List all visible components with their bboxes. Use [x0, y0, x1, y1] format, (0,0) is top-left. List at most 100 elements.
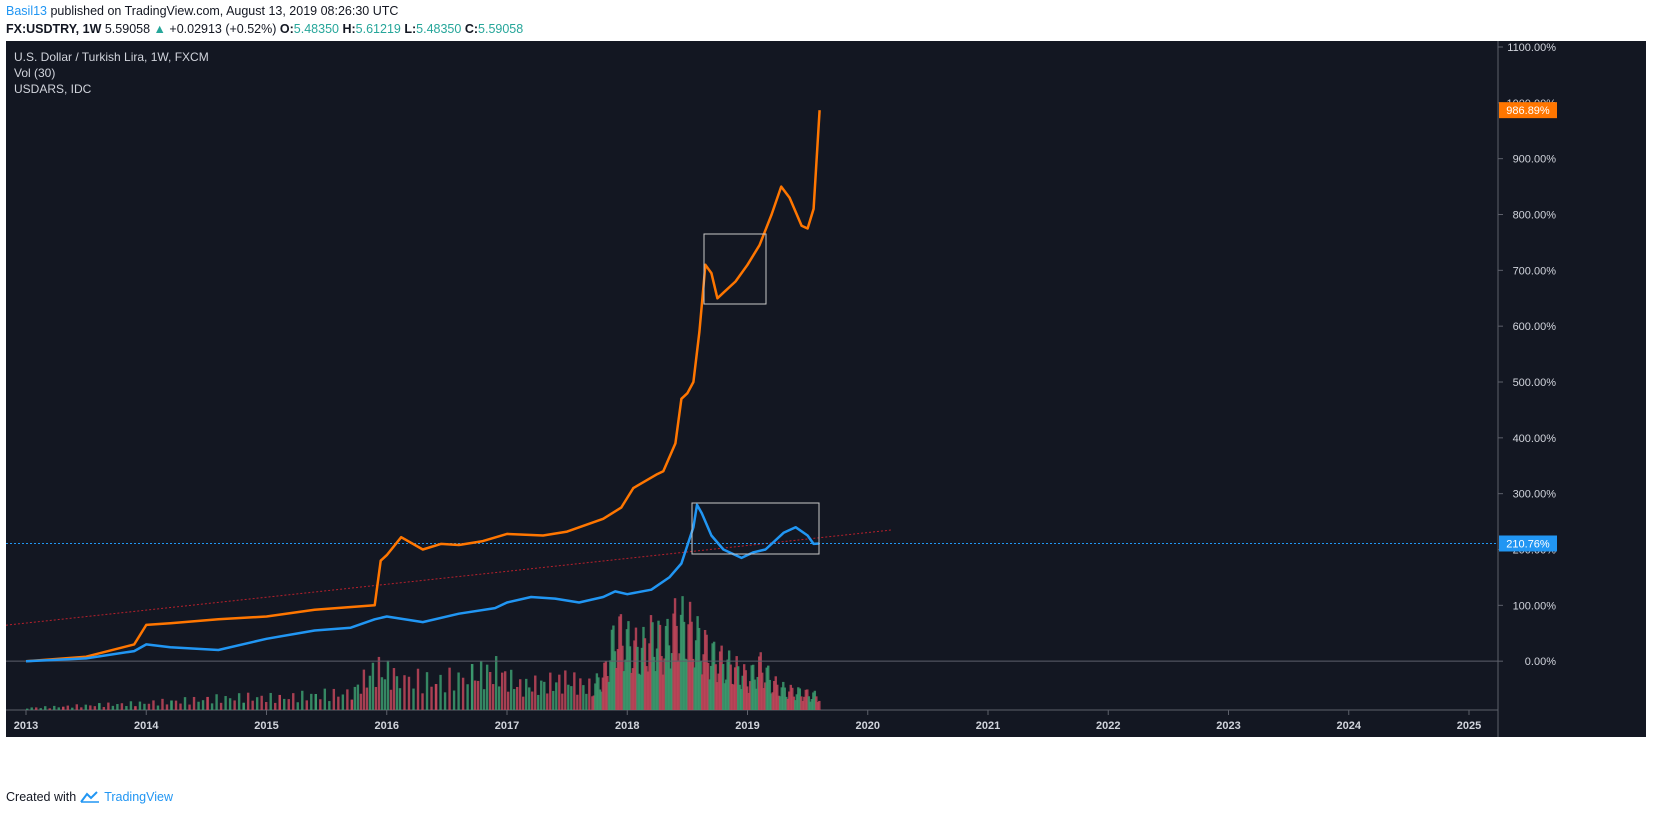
volume-bar — [752, 664, 755, 710]
price-axis-label: 500.00% — [1513, 377, 1557, 389]
volume-bar — [269, 692, 272, 710]
time-axis-label: 2022 — [1096, 720, 1120, 732]
volume-bar — [803, 696, 806, 710]
time-axis-label: 2025 — [1457, 720, 1481, 732]
volume-bar — [488, 671, 492, 710]
chart-svg[interactable]: 1100.00%1000.00%900.00%800.00%700.00%600… — [6, 41, 1646, 778]
volume-bar — [645, 666, 648, 710]
volume-bar — [537, 694, 540, 710]
volume-bar — [197, 701, 200, 710]
volume-bar — [595, 673, 599, 710]
volume-bar — [519, 679, 522, 710]
volume-bar — [592, 695, 596, 710]
volume-bar — [274, 702, 277, 710]
volume-bar — [392, 668, 396, 710]
volume-bar — [337, 696, 340, 710]
volume-bar — [672, 613, 675, 710]
volume-bar — [809, 701, 812, 710]
volume-bar — [264, 702, 268, 710]
volume-bar — [80, 707, 83, 710]
series-layer — [25, 110, 821, 663]
volume-bar — [301, 690, 304, 710]
volume-bar — [102, 707, 106, 710]
volume-bar — [84, 704, 88, 710]
volume-bar — [594, 683, 597, 710]
volume-bar — [597, 677, 600, 710]
highlight-box-usdars[interactable] — [703, 233, 767, 305]
volume-bar — [606, 676, 609, 710]
volume-bar — [107, 702, 110, 710]
chart-area[interactable]: 1100.00%1000.00%900.00%800.00%700.00%600… — [6, 41, 1646, 778]
volume-bar — [742, 664, 746, 710]
volume-bar — [35, 707, 38, 710]
volume-bar — [93, 706, 97, 710]
volume-bar — [715, 682, 719, 710]
volume-bar — [756, 676, 759, 710]
volume-bar — [685, 659, 689, 710]
plot-background — [6, 41, 1498, 710]
volume-bar — [741, 675, 744, 710]
volume-bar — [709, 665, 713, 710]
volume-bar — [323, 688, 327, 710]
volume-bar — [206, 696, 209, 710]
volume-bar — [558, 674, 561, 710]
volume-bar — [797, 687, 800, 710]
time-axis-background — [6, 710, 1498, 737]
badge-usdtry-label: 210.76% — [1506, 538, 1550, 550]
time-axis-label: 2017 — [495, 720, 519, 732]
volume-bar — [546, 693, 549, 710]
volume-bar — [179, 703, 182, 710]
volume-layer — [26, 596, 821, 710]
volume-bar — [633, 640, 636, 710]
volume-bar — [476, 680, 480, 710]
volume-bar — [664, 626, 668, 710]
volume-bar — [639, 674, 642, 710]
volume-bar — [721, 664, 725, 710]
volume-bar — [319, 699, 322, 710]
volume-bar — [753, 679, 756, 710]
price-axis-label: 400.00% — [1513, 433, 1557, 445]
volume-bar — [726, 659, 729, 710]
volume-bar — [711, 643, 714, 710]
volume-bar — [604, 661, 608, 710]
volume-bar — [116, 704, 119, 710]
volume-bar — [120, 703, 124, 710]
volume-bar — [44, 706, 47, 710]
tradingview-link[interactable]: TradingView — [104, 790, 173, 804]
volume-bar — [770, 693, 773, 710]
volume-bar — [332, 688, 336, 710]
volume-bar — [628, 646, 632, 710]
badge-usdtry: 210.76% — [1499, 535, 1557, 552]
volume-bar — [591, 696, 594, 710]
volume-bar — [616, 649, 620, 710]
volume-bar — [224, 696, 227, 710]
high-value: 5.61219 — [355, 22, 401, 36]
reference-lines — [6, 529, 1498, 662]
volume-bar — [374, 686, 378, 710]
volume-bar — [576, 694, 579, 710]
volume-bar — [687, 624, 690, 710]
volume-bar — [694, 640, 698, 710]
volume-bar — [237, 693, 241, 710]
volume-bar — [170, 700, 173, 710]
volume-bar — [812, 692, 815, 710]
volume-bar — [598, 689, 602, 710]
close-value: 5.59058 — [478, 22, 524, 36]
volume-bar — [582, 685, 585, 710]
volume-bar — [386, 660, 390, 710]
volume-bar — [491, 684, 495, 710]
volume-bar — [618, 616, 621, 710]
author-link[interactable]: Basil13 — [6, 4, 47, 18]
price-axis-label: 600.00% — [1513, 321, 1557, 333]
highlight-box-usdtry[interactable] — [691, 502, 820, 555]
time-axis-label: 2023 — [1216, 720, 1240, 732]
volume-bar — [473, 680, 477, 710]
volume-bar — [147, 703, 151, 710]
volume-bar — [503, 671, 507, 710]
volume-bar — [371, 662, 375, 710]
volume-bar — [356, 684, 360, 710]
legend-volume: Vol (30) — [14, 66, 55, 80]
trend-line[interactable] — [6, 529, 892, 626]
volume-bar — [161, 698, 164, 710]
volume-bar — [129, 701, 133, 710]
